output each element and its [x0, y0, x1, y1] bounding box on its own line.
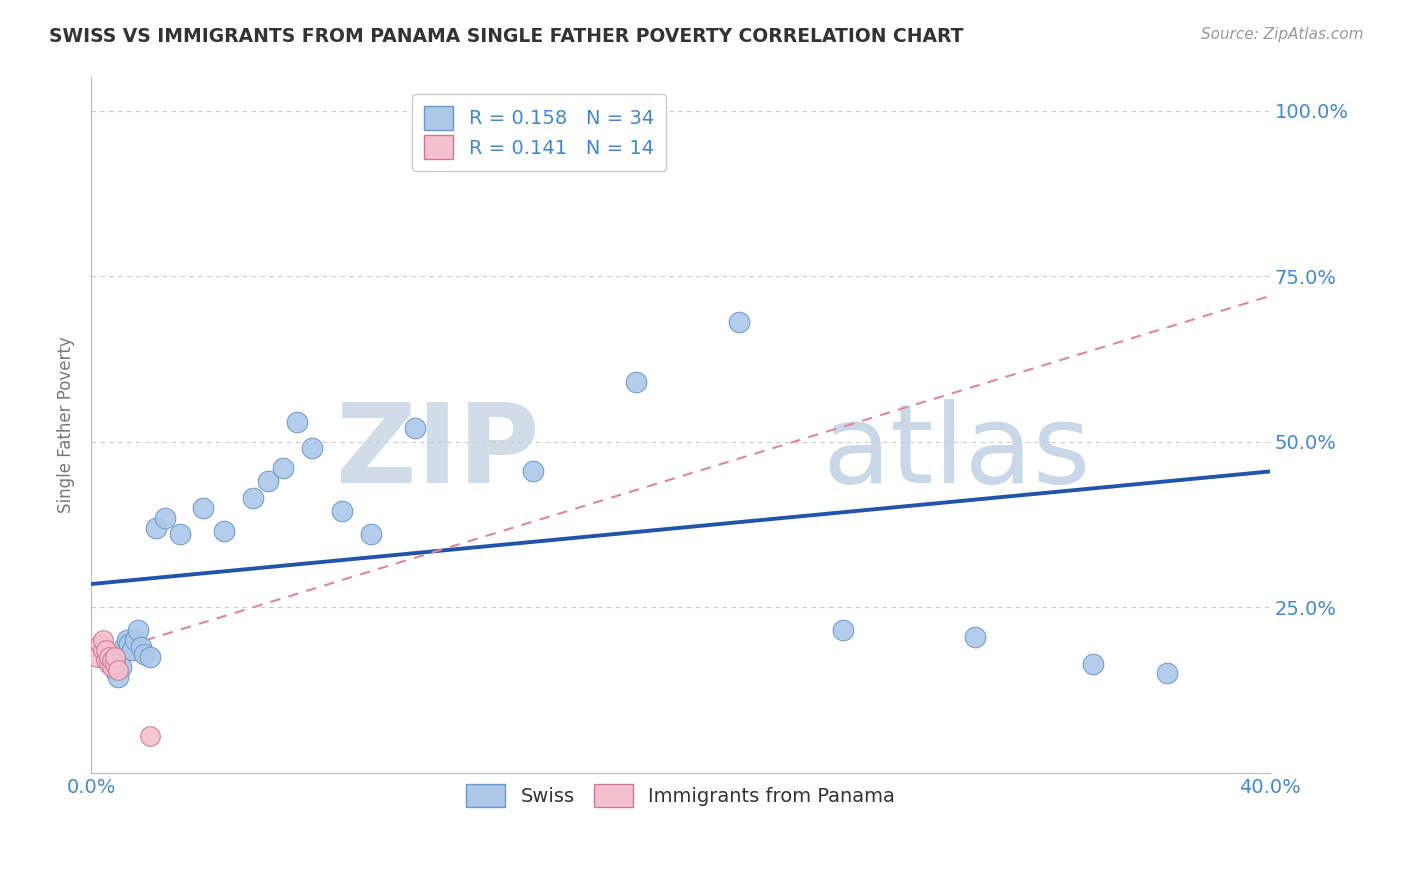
Point	[257, 475, 280, 489]
Point	[118, 637, 141, 651]
Text: Source: ZipAtlas.com: Source: ZipAtlas.com	[1201, 27, 1364, 42]
Point	[831, 624, 853, 638]
Point	[145, 521, 167, 535]
Point	[301, 442, 323, 456]
Point	[242, 491, 264, 505]
Point	[97, 657, 120, 671]
Point	[522, 465, 544, 479]
Point	[94, 653, 117, 667]
Point	[94, 643, 117, 657]
Point	[127, 624, 149, 638]
Point	[104, 649, 127, 664]
Point	[728, 316, 751, 330]
Point	[107, 663, 129, 677]
Point	[112, 640, 135, 654]
Point	[101, 653, 124, 667]
Point	[107, 670, 129, 684]
Point	[86, 649, 108, 664]
Point	[115, 633, 138, 648]
Point	[89, 637, 111, 651]
Point	[104, 657, 127, 671]
Point	[104, 663, 127, 677]
Point	[153, 511, 176, 525]
Point	[139, 649, 162, 664]
Text: SWISS VS IMMIGRANTS FROM PANAMA SINGLE FATHER POVERTY CORRELATION CHART: SWISS VS IMMIGRANTS FROM PANAMA SINGLE F…	[49, 27, 963, 45]
Point	[169, 527, 191, 541]
Point	[129, 640, 152, 654]
Text: ZIP: ZIP	[336, 400, 538, 507]
Text: atlas: atlas	[823, 400, 1091, 507]
Point	[191, 500, 214, 515]
Point	[110, 660, 132, 674]
Point	[212, 524, 235, 538]
Point	[287, 415, 309, 429]
Point	[139, 730, 162, 744]
Point	[101, 660, 124, 674]
Point	[101, 657, 124, 671]
Point	[91, 633, 114, 648]
Point	[404, 421, 426, 435]
Point	[91, 643, 114, 657]
Point	[97, 649, 120, 664]
Point	[121, 643, 143, 657]
Point	[271, 461, 294, 475]
Legend: Swiss, Immigrants from Panama: Swiss, Immigrants from Panama	[458, 776, 903, 815]
Point	[330, 504, 353, 518]
Point	[1156, 666, 1178, 681]
Y-axis label: Single Father Poverty: Single Father Poverty	[58, 336, 75, 514]
Point	[626, 375, 648, 389]
Point	[1081, 657, 1104, 671]
Point	[94, 649, 117, 664]
Point	[965, 630, 987, 644]
Point	[134, 647, 156, 661]
Point	[360, 527, 382, 541]
Point	[124, 633, 146, 648]
